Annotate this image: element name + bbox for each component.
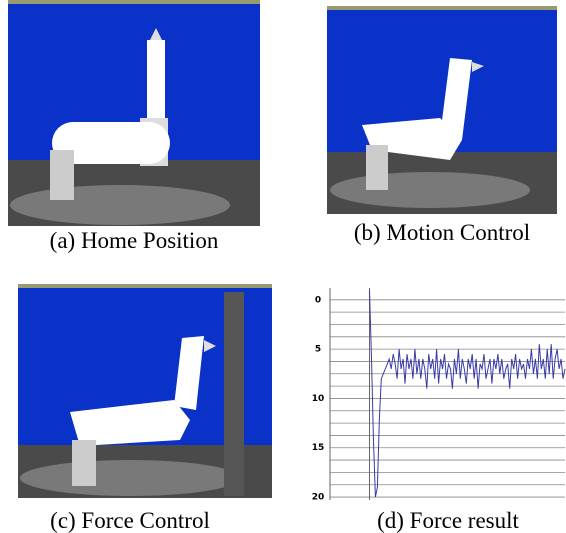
- chart: 0 5 10 15 20: [312, 288, 565, 503]
- y-tick-label: 5: [315, 345, 321, 355]
- robot-image-force: [18, 284, 272, 498]
- caption: (b) Motion Control: [354, 220, 530, 245]
- y-tick-label: 20: [312, 493, 325, 503]
- caption: (a) Home Position: [50, 228, 219, 253]
- chart-title: (d) Force result: [377, 508, 519, 533]
- caption: (c) Force Control: [50, 508, 210, 533]
- figure: (a) Home Position (b) Motion Control (c)…: [0, 0, 566, 533]
- y-tick-label: 0: [315, 295, 321, 305]
- y-tick-label: 15: [312, 443, 325, 453]
- robot-image-motion: [327, 6, 557, 214]
- force-line: [370, 290, 566, 497]
- y-tick-label: 10: [312, 394, 325, 404]
- robot-image-home: [8, 0, 260, 226]
